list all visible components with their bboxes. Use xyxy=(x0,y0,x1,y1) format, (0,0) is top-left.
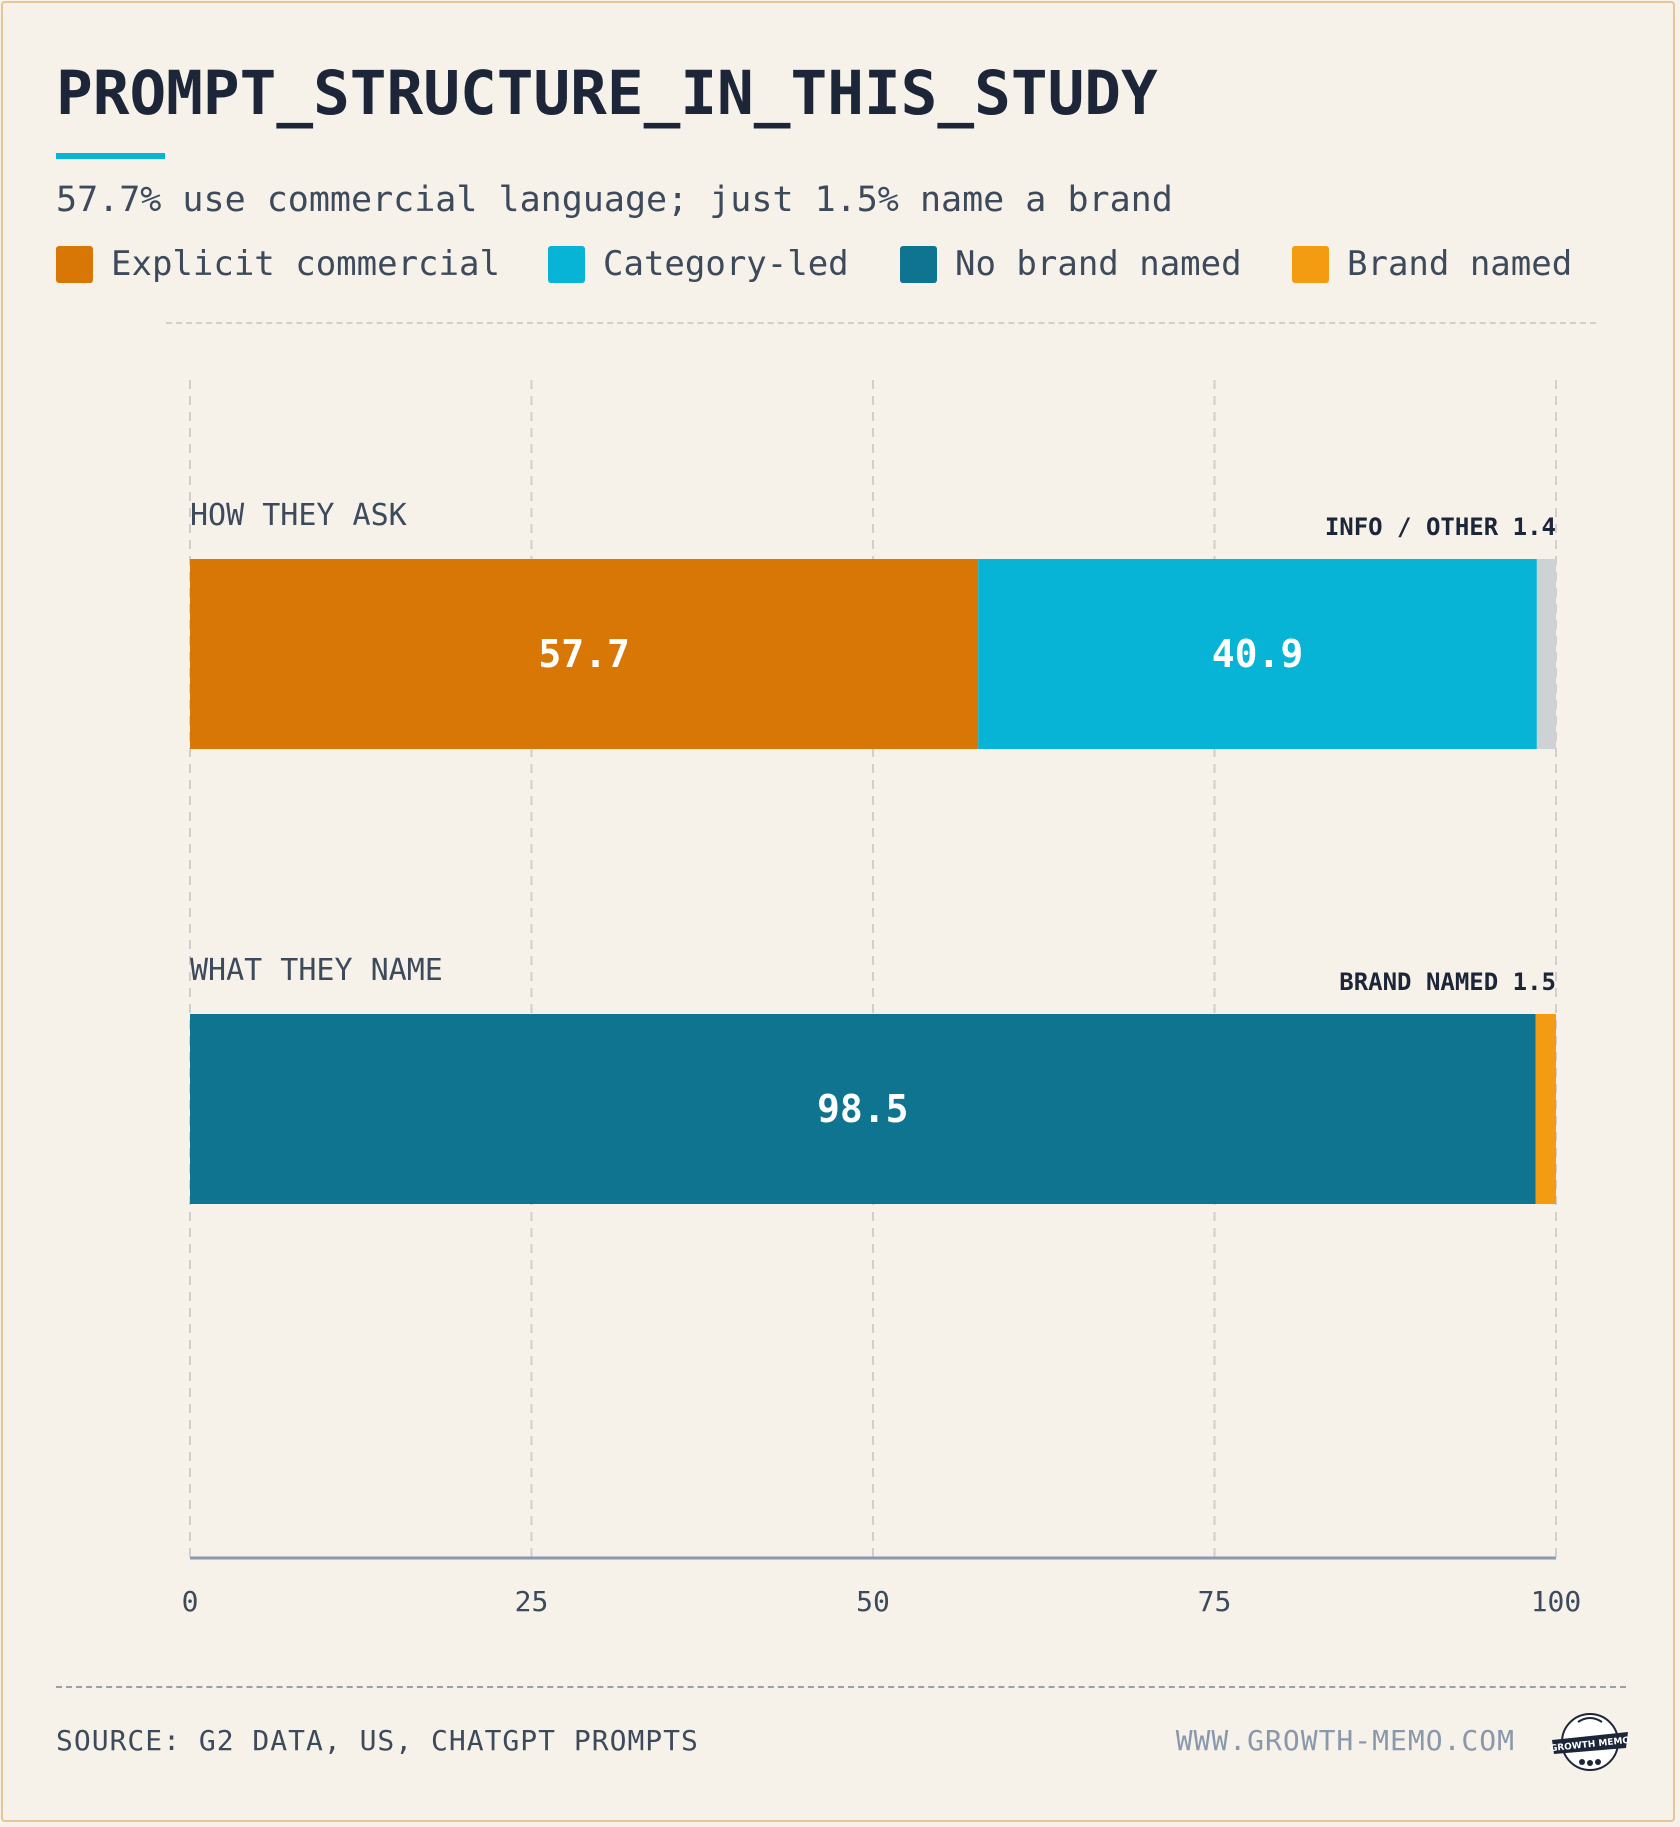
bar-segment xyxy=(978,559,1537,749)
data-label: 40.9 xyxy=(1212,632,1304,676)
legend-label: Category-led xyxy=(603,244,849,284)
x-tick-label: 25 xyxy=(515,1585,549,1618)
bar-segment xyxy=(1535,1014,1556,1204)
legend-swatch xyxy=(548,246,585,283)
legend-swatch xyxy=(1292,246,1329,283)
bar-segment xyxy=(190,1014,1536,1204)
legend-label: Explicit commercial xyxy=(111,244,500,284)
legend-label: Brand named xyxy=(1347,244,1573,284)
footer-divider xyxy=(56,1686,1626,1688)
row-annotation: INFO / OTHER 1.4 xyxy=(1325,513,1556,541)
row-label: WHAT THEY NAME xyxy=(190,953,443,988)
row-label: HOW THEY ASK xyxy=(190,498,407,533)
header-divider xyxy=(166,322,1596,324)
source-note: SOURCE: G2 DATA, US, CHATGPT PROMPTS xyxy=(56,1724,699,1757)
stacked-bar-chart: 0 25 50 75 100 HOW THEY ASK INFO / OTHER 1.4 57… xyxy=(182,380,1582,1618)
row-annotation: BRAND NAMED 1.5 xyxy=(1339,968,1556,996)
site-link[interactable]: WWW.GROWTH-MEMO.COM xyxy=(1175,1724,1515,1757)
title-underline xyxy=(56,153,165,159)
data-label: 98.5 xyxy=(817,1087,909,1131)
chart-title: PROMPT_STRUCTURE_IN_THIS_STUDY xyxy=(56,58,1158,129)
legend-swatch xyxy=(900,246,937,283)
x-tick-label: 100 xyxy=(1531,1585,1582,1618)
growth-memo-logo-icon: GROWTH MEMO xyxy=(1550,1713,1631,1771)
chart-subtitle: 57.7% use commercial language; just 1.5%… xyxy=(56,180,1173,220)
legend: Explicit commercial Category-led No bran… xyxy=(56,244,1636,286)
data-label: 57.7 xyxy=(538,632,630,676)
x-tick-label: 0 xyxy=(182,1585,199,1618)
bar-segment xyxy=(1536,559,1556,749)
x-tick-label: 75 xyxy=(1198,1585,1232,1618)
legend-label: No brand named xyxy=(955,244,1242,284)
x-tick-label: 50 xyxy=(856,1585,890,1618)
legend-swatch xyxy=(56,246,93,283)
bar-segment xyxy=(190,559,979,749)
